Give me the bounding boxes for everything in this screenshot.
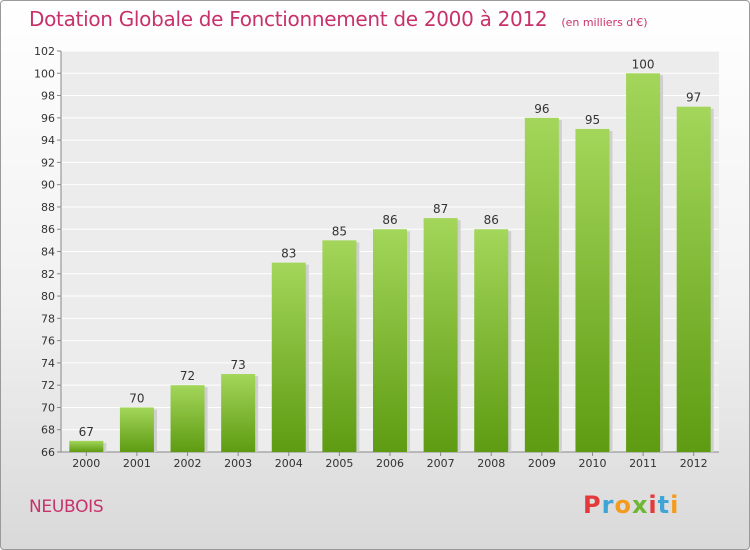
x-tick-label: 2012 — [680, 457, 708, 470]
data-label: 97 — [686, 91, 701, 105]
logo-letter: o — [614, 491, 632, 519]
y-tick-label: 86 — [41, 223, 55, 236]
data-label: 95 — [585, 113, 600, 127]
y-tick-label: 76 — [41, 335, 55, 348]
x-tick-label: 2002 — [174, 457, 202, 470]
y-tick-label: 74 — [41, 357, 55, 370]
y-tick-label: 94 — [41, 134, 55, 147]
proxiti-logo[interactable]: Proxiti — [583, 491, 679, 519]
x-tick-label: 2003 — [224, 457, 252, 470]
bar — [221, 374, 256, 452]
x-tick-label: 2010 — [578, 457, 606, 470]
bar — [373, 229, 407, 452]
bar — [474, 229, 509, 452]
y-tick-label: 80 — [41, 290, 55, 303]
commune-name: NEUBOIS — [29, 497, 104, 517]
x-tick-label: 2008 — [477, 457, 505, 470]
bar — [119, 407, 154, 452]
logo-letter: x — [631, 491, 649, 519]
chart-title: Dotation Globale de Fonctionnement de 20… — [29, 7, 648, 31]
bar — [322, 240, 357, 452]
y-tick-label: 72 — [41, 379, 55, 392]
data-label: 87 — [433, 202, 448, 216]
data-label: 73 — [231, 358, 246, 372]
logo-letter: i — [670, 491, 680, 519]
data-label: 72 — [180, 369, 195, 383]
data-label: 86 — [382, 213, 397, 227]
y-tick-label: 68 — [41, 424, 55, 437]
bar — [626, 73, 661, 453]
x-tick-label: 2000 — [72, 457, 100, 470]
bar — [423, 218, 458, 452]
y-tick-label: 78 — [41, 312, 55, 325]
bar — [271, 262, 306, 452]
data-label: 96 — [534, 102, 549, 116]
x-tick-label: 2011 — [629, 457, 657, 470]
logo-letter: i — [648, 491, 658, 519]
y-tick-label: 70 — [41, 401, 55, 414]
bar — [524, 117, 559, 452]
data-label: 70 — [129, 391, 144, 405]
y-tick-label: 90 — [41, 179, 55, 192]
y-tick-label: 98 — [41, 90, 55, 103]
data-label: 86 — [484, 213, 499, 227]
logo-letter: P — [583, 491, 602, 519]
y-tick-label: 92 — [41, 156, 55, 169]
bar — [575, 128, 610, 452]
x-tick-label: 2006 — [376, 457, 404, 470]
data-label: 67 — [79, 425, 94, 439]
y-tick-label: 100 — [34, 67, 55, 80]
y-tick-label: 102 — [34, 45, 55, 58]
y-tick-label: 88 — [41, 201, 55, 214]
data-label: 83 — [281, 247, 296, 261]
y-tick-label: 84 — [41, 246, 55, 259]
x-tick-label: 2001 — [123, 457, 151, 470]
data-label: 100 — [632, 57, 655, 71]
x-tick-label: 2004 — [275, 457, 303, 470]
x-tick-label: 2007 — [427, 457, 455, 470]
data-label: 85 — [332, 224, 347, 238]
bar — [170, 385, 205, 452]
chart-title-text: Dotation Globale de Fonctionnement de 20… — [29, 7, 548, 31]
bar — [69, 440, 104, 452]
chart-subtitle: (en milliers d'€) — [561, 16, 648, 29]
y-tick-label: 82 — [41, 268, 55, 281]
bar — [676, 106, 711, 452]
y-tick-label: 66 — [41, 446, 55, 459]
x-tick-label: 2005 — [325, 457, 353, 470]
logo-letter: t — [657, 491, 671, 519]
y-tick-label: 96 — [41, 112, 55, 125]
x-tick-label: 2009 — [528, 457, 556, 470]
logo-letter: r — [601, 491, 615, 519]
